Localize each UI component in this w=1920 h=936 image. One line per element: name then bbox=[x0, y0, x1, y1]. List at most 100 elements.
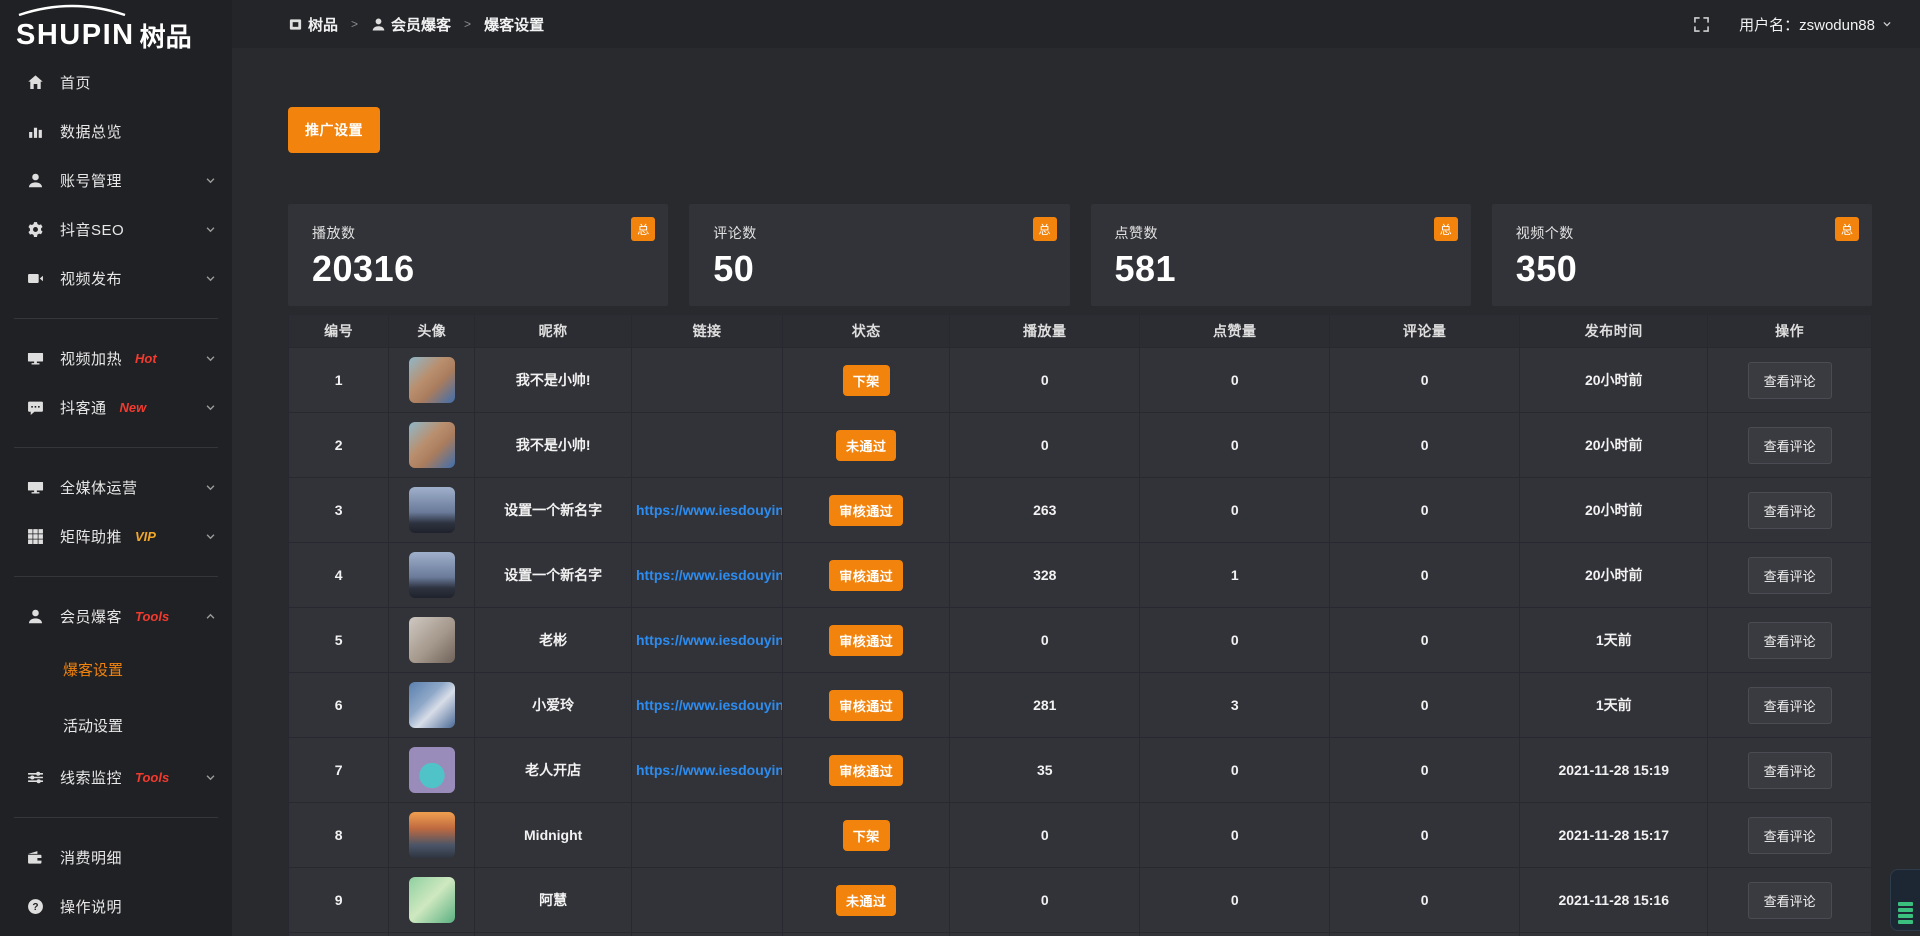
view-comments-button[interactable]: 查看评论 bbox=[1747, 361, 1832, 399]
breadcrumb-item[interactable]: 会员爆客 bbox=[371, 14, 451, 35]
cell-avatar bbox=[388, 542, 476, 608]
sidebar-item-label: 抖音SEO bbox=[60, 222, 125, 239]
cell-likes: 1 bbox=[1139, 542, 1331, 608]
sidebar-subitem-label: 活动设置 bbox=[63, 717, 124, 735]
user-icon bbox=[25, 172, 45, 189]
cell-id: 1 bbox=[287, 347, 390, 413]
sidebar-item[interactable]: ? 操作说明 bbox=[0, 882, 232, 931]
menu-badge: Tools bbox=[135, 609, 170, 624]
fullscreen-icon[interactable] bbox=[1694, 16, 1709, 32]
cell-avatar bbox=[388, 737, 476, 803]
view-comments-button[interactable]: 查看评论 bbox=[1747, 881, 1832, 919]
status-badge: 未通过 bbox=[835, 884, 897, 916]
cell-status: 下架 bbox=[782, 347, 951, 413]
cell-likes: 0 bbox=[1139, 412, 1331, 478]
menu-badge: Hot bbox=[135, 351, 157, 366]
menu-divider bbox=[14, 576, 218, 577]
video-link[interactable]: https://www.iesdouyin.c bbox=[635, 632, 783, 648]
bar-chart-icon bbox=[25, 123, 45, 140]
stat-label: 播放数 bbox=[312, 225, 356, 241]
cell-likes: 0 bbox=[1139, 802, 1331, 868]
cell-likes: 0 bbox=[1139, 867, 1331, 933]
cell-time: 20小时前 bbox=[1519, 542, 1709, 608]
video-icon bbox=[25, 270, 45, 287]
cell-comments: 0 bbox=[1329, 607, 1521, 673]
sidebar-item[interactable]: 会员爆客 Tools bbox=[0, 592, 232, 641]
widget-bar bbox=[1898, 914, 1913, 918]
cell-likes: 0 bbox=[1139, 737, 1331, 803]
stat-card: 视频个数 总 350 bbox=[1491, 204, 1872, 306]
video-link[interactable]: https://www.iesdouyin.c bbox=[635, 697, 783, 713]
user-menu[interactable]: 用户名：zswodun88 bbox=[1739, 14, 1892, 35]
breadcrumb-label: 树品 bbox=[308, 16, 339, 34]
stat-cards: 播放数 总 20316 评论数 总 50 点赞数 总 581 视频个数 总 350 bbox=[288, 204, 1872, 306]
view-comments-button[interactable]: 查看评论 bbox=[1747, 621, 1832, 659]
stat-label: 点赞数 bbox=[1114, 225, 1158, 241]
breadcrumb-label: 会员爆客 bbox=[391, 16, 452, 34]
cell-plays bbox=[949, 932, 1141, 936]
sidebar-item[interactable]: 视频发布 bbox=[0, 254, 232, 303]
breadcrumb-item[interactable]: 树品 bbox=[288, 14, 338, 35]
cell-action: 查看评论 bbox=[1707, 412, 1872, 478]
cell-time: 20小时前 bbox=[1519, 347, 1709, 413]
sidebar-item[interactable]: 全媒体运营 bbox=[0, 463, 232, 512]
chevron-down-icon bbox=[205, 353, 216, 364]
breadcrumb-label: 爆客设置 bbox=[484, 16, 545, 34]
cell-likes: 0 bbox=[1139, 347, 1331, 413]
stat-card: 播放数 总 20316 bbox=[288, 204, 669, 306]
view-comments-button[interactable]: 查看评论 bbox=[1747, 556, 1832, 594]
chevron-down-icon bbox=[205, 175, 216, 186]
cell-link: https://www.iesdouyin.c bbox=[630, 737, 784, 803]
menu-divider bbox=[14, 447, 218, 448]
monitor-icon bbox=[25, 479, 45, 496]
sidebar-item[interactable]: 消费明细 bbox=[0, 833, 232, 882]
sidebar-item[interactable]: 线索监控 Tools bbox=[0, 753, 232, 802]
table-row: 2 我不是小帅! 未通过 0 0 0 20小时前 查看评论 bbox=[287, 412, 1872, 478]
cell-comments: 0 bbox=[1329, 867, 1521, 933]
total-badge: 总 bbox=[1433, 217, 1458, 241]
chevron-down-icon bbox=[205, 273, 216, 284]
view-comments-button[interactable]: 查看评论 bbox=[1747, 491, 1832, 529]
table-row: 6 小爱玲 https://www.iesdouyin.c 审核通过 281 3 0 1天前查… bbox=[287, 672, 1872, 738]
sidebar-item[interactable]: 抖客通 New bbox=[0, 383, 232, 432]
sidebar-item[interactable]: 账号管理 bbox=[0, 156, 232, 205]
cell-nickname: 老彬 bbox=[474, 607, 632, 673]
cell-link bbox=[630, 347, 784, 413]
view-comments-button[interactable]: 查看评论 bbox=[1747, 751, 1832, 789]
sidebar-item[interactable]: 数据总览 bbox=[0, 107, 232, 156]
cell-time: 2021-11-28 15:17 bbox=[1519, 802, 1709, 868]
logo-arc bbox=[18, 4, 126, 16]
sidebar-item[interactable]: 抖音SEO bbox=[0, 205, 232, 254]
video-link[interactable]: https://www.iesdouyin.c bbox=[635, 762, 783, 778]
sidebar-item-label: 线索监控 bbox=[60, 770, 123, 787]
videos-table: 编号 头像 昵称 链接 状态 播放量 点赞量 评论量 发布时间 操作 1 我不是小帅! 下架 0 0 0 20… bbox=[287, 314, 1872, 936]
floating-widget[interactable] bbox=[1890, 869, 1920, 931]
breadcrumb-separator: > bbox=[464, 17, 472, 31]
column-header: 头像 bbox=[388, 314, 476, 348]
menu-badge: Tools bbox=[135, 770, 170, 785]
cell-plays: 0 bbox=[949, 347, 1141, 413]
topbar: 树品 > 会员爆客 > 爆客设置 用户名：zswodun88 bbox=[232, 0, 1920, 48]
stat-value: 581 bbox=[1114, 248, 1177, 289]
sidebar-item[interactable]: 首页 bbox=[0, 58, 232, 107]
sidebar-subitem[interactable]: 爆客设置 bbox=[0, 641, 232, 697]
sidebar-item-label: 数据总览 bbox=[60, 124, 123, 141]
sidebar-item[interactable]: 视频加热 Hot bbox=[0, 334, 232, 383]
sidebar-subitem[interactable]: 活动设置 bbox=[0, 697, 232, 753]
view-comments-button[interactable]: 查看评论 bbox=[1747, 426, 1832, 464]
video-link[interactable]: https://www.iesdouyin.c bbox=[635, 502, 783, 518]
sidebar-item[interactable]: 矩阵助推 VIP bbox=[0, 512, 232, 561]
menu-badge: VIP bbox=[135, 529, 156, 544]
view-comments-button[interactable]: 查看评论 bbox=[1747, 816, 1832, 854]
cell-plays: 0 bbox=[949, 412, 1141, 478]
sidebar-item-label: 会员爆客 bbox=[60, 609, 123, 626]
video-link[interactable]: https://www.iesdouyin.c bbox=[635, 567, 783, 583]
promotion-settings-button[interactable]: 推广设置 bbox=[288, 107, 380, 153]
cell-action: 查看评论 bbox=[1707, 542, 1872, 608]
table-row: 4 设置一个新名字 https://www.iesdouyin.c 审核通过 328 1 0… bbox=[287, 542, 1872, 608]
widget-bar bbox=[1898, 902, 1913, 906]
view-comments-button[interactable]: 查看评论 bbox=[1747, 686, 1832, 724]
menu-divider bbox=[14, 318, 218, 319]
sidebar-item-label: 操作说明 bbox=[60, 899, 123, 916]
breadcrumb-item[interactable]: 爆客设置 bbox=[484, 14, 544, 35]
